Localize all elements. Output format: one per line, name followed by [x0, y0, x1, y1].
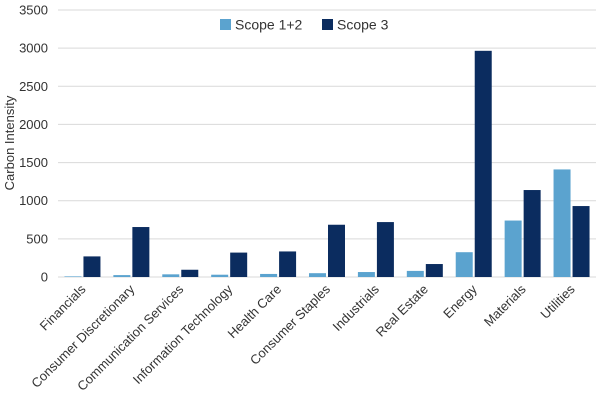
bar-scope-1-2 [553, 169, 571, 277]
bar-scope-1-2 [260, 273, 278, 277]
x-tick-label: Real Estate [373, 282, 431, 340]
y-axis-ticks: 0 500 1000 1500 2000 2500 3000 3500 [19, 3, 48, 285]
bars [64, 50, 590, 277]
x-tick-label: Utilities [537, 281, 578, 322]
bar-scope-1-2 [357, 272, 375, 277]
y-tick-label: 2500 [19, 79, 48, 94]
bar-scope-3 [132, 227, 150, 277]
bar-scope-1-2 [113, 275, 131, 277]
bar-scope-3 [523, 190, 541, 277]
bar-scope-1-2 [309, 273, 326, 277]
y-tick-label: 0 [41, 270, 48, 285]
legend-label: Scope 1+2 [235, 17, 303, 33]
bar-scope-3 [181, 269, 199, 277]
bar-scope-1-2 [406, 270, 424, 277]
legend-swatch [322, 19, 333, 30]
bar-scope-3 [230, 252, 248, 277]
bar-scope-1-2 [504, 220, 522, 277]
bar-scope-3 [425, 264, 443, 277]
legend: Scope 1+2 Scope 3 [220, 17, 389, 33]
y-tick-label: 1000 [19, 193, 48, 208]
y-tick-label: 3500 [19, 3, 48, 18]
bar-scope-1-2 [455, 252, 473, 277]
bar-scope-1-2 [162, 274, 180, 277]
x-tick-label: Materials [481, 281, 529, 329]
y-tick-label: 500 [26, 231, 48, 246]
bar-scope-3 [83, 256, 101, 277]
bar-scope-1-2 [64, 276, 82, 277]
y-axis-label: Carbon Intensity [2, 95, 17, 190]
bar-scope-3 [572, 206, 590, 277]
legend-label: Scope 3 [337, 17, 389, 33]
y-tick-label: 3000 [19, 41, 48, 56]
bar-scope-1-2 [211, 274, 229, 277]
bar-scope-3 [376, 222, 394, 277]
y-tick-label: 2000 [19, 117, 48, 132]
bar-scope-3 [328, 224, 345, 277]
y-tick-label: 1500 [19, 155, 48, 170]
x-tick-label: Financials [37, 281, 89, 333]
bar-scope-3 [474, 50, 492, 277]
x-tick-label: Information Technology [130, 281, 236, 387]
bar-scope-3 [279, 251, 297, 277]
x-tick-label: Energy [440, 281, 480, 321]
legend-swatch [220, 19, 231, 30]
